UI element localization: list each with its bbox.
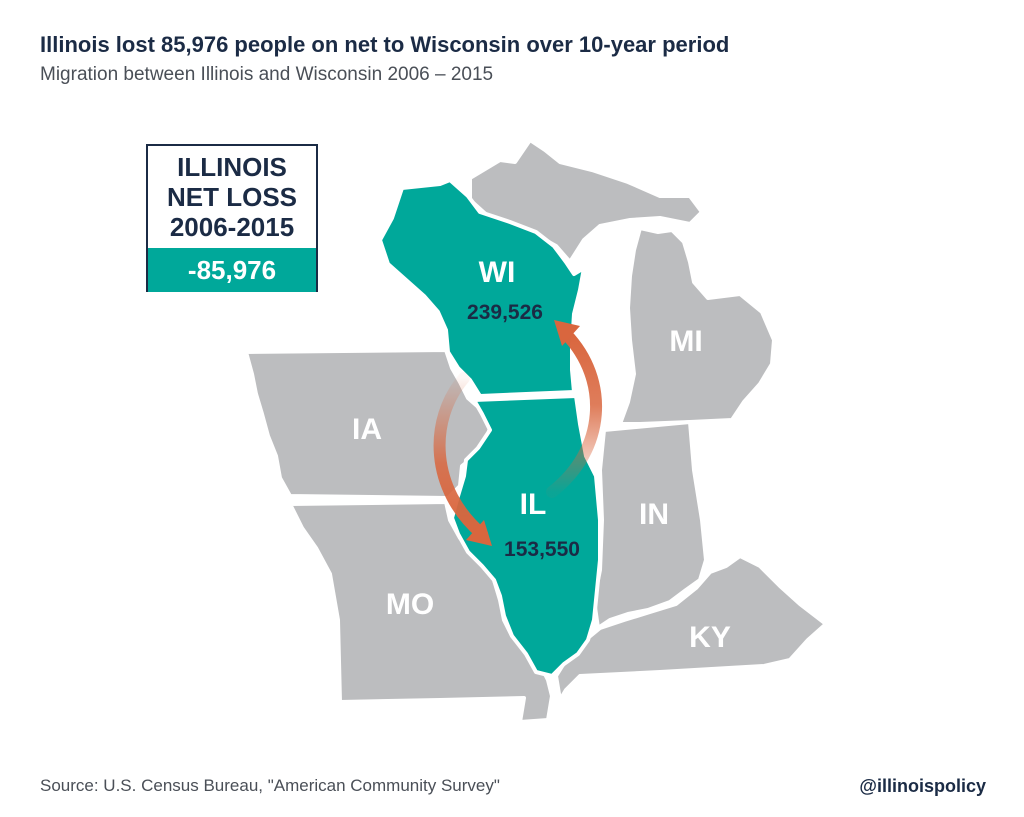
arrow-wi-to-il-head [466,520,492,546]
state-label-in: IN [639,498,669,531]
net-loss-heading: ILLINOIS NET LOSS 2006-2015 [148,146,316,248]
state-label-mi: MI [669,325,702,358]
state-label-mo: MO [386,588,434,621]
arrow-il-to-wi [546,328,603,498]
state-label-wi: WI [479,256,516,289]
net-loss-value: -85,976 [148,248,316,292]
net-loss-heading-line: 2006-2015 [169,212,295,242]
source-note: Source: U.S. Census Bureau, "American Co… [40,776,500,795]
social-handle: @illinoispolicy [859,776,986,796]
state-value-wi: 239,526 [467,301,543,324]
state-label-ia: IA [352,413,382,446]
chart-subtitle: Migration between Illinois and Wisconsin… [40,64,494,85]
state-wi [378,178,586,398]
arrow-wi-to-il [433,372,488,540]
chart-title: Illinois lost 85,976 people on net to Wi… [40,32,730,57]
net-loss-heading-line: NET LOSS [166,182,297,212]
net-loss-heading-line: ILLINOIS [177,152,287,182]
state-value-il: 153,550 [504,538,580,561]
state-label-il: IL [520,488,547,521]
state-label-ky: KY [689,621,731,654]
state-mi [618,226,776,426]
net-loss-box: ILLINOIS NET LOSS 2006-2015 -85,976 [146,144,318,292]
arrow-il-to-wi-head [554,320,580,346]
state-il [450,394,602,678]
state-ky [554,554,828,702]
